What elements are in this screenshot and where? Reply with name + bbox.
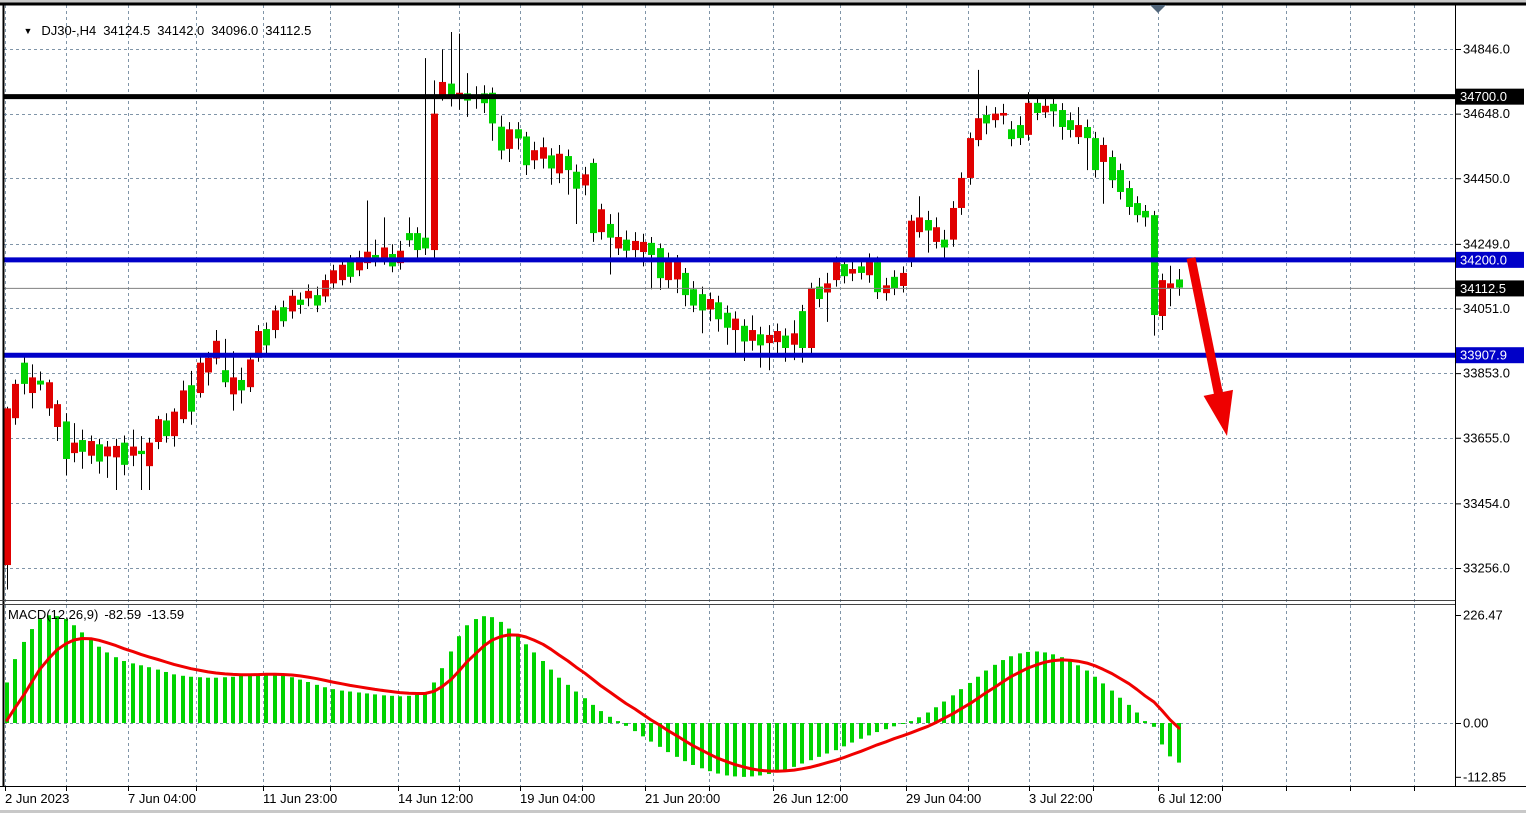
price-label-box — [1456, 88, 1524, 105]
quote-high: 34142.0 — [157, 23, 205, 38]
price-axis-labels: 34846.0 34648.0 34450.0 34249.0 34051.0 33853… — [1455, 42, 1524, 575]
price-tick-label: 33256.0 — [1463, 560, 1510, 575]
price-tick-label: 34648.0 — [1463, 106, 1510, 121]
price-tick-label: 34249.0 — [1463, 236, 1510, 251]
price-label-box — [1456, 280, 1524, 297]
price-label-box-text: 34200.0 — [1460, 252, 1507, 267]
macd-tick-label: -112.85 — [1463, 769, 1506, 784]
macd-name: MACD(12,26,9) — [8, 607, 99, 622]
time-tick-label: 29 Jun 04:00 — [906, 791, 981, 806]
macd-axis-labels: 226.47 0.00 -112.85 — [1455, 608, 1506, 784]
time-tick-label: 6 Jul 12:00 — [1158, 791, 1222, 806]
symbol-dropdown-triangle-icon: ▼ — [23, 26, 33, 36]
macd-signal-line — [5, 633, 1181, 773]
price-tick-label: 33853.0 — [1463, 366, 1510, 381]
time-tick-label: 26 Jun 12:00 — [773, 791, 848, 806]
price-tick-label: 34051.0 — [1463, 301, 1510, 316]
quote-low: 34096.0 — [211, 23, 259, 38]
time-tick-label: 21 Jun 20:00 — [645, 791, 720, 806]
price-label-box — [1456, 251, 1524, 268]
price-label-box-text: 33907.9 — [1460, 348, 1507, 363]
macd-tick-label: 226.47 — [1463, 608, 1503, 623]
price-label-box-text: 34700.0 — [1460, 89, 1507, 104]
last-bar-marker-icon — [1150, 5, 1166, 13]
window-bottom-edge — [0, 810, 1526, 813]
time-tick-label: 7 Jun 04:00 — [128, 791, 196, 806]
price-tick-label: 34846.0 — [1463, 42, 1510, 57]
time-tick-label: 19 Jun 04:00 — [520, 791, 595, 806]
window-top-edge — [0, 0, 1526, 3]
quote-open: 34124.5 — [103, 23, 151, 38]
time-tick-label: 14 Jun 12:00 — [398, 791, 473, 806]
symbol-info-bar: ▼ DJ30-,H4 34124.5 34142.0 34096.0 34112.5 — [9, 8, 311, 53]
price-tick-label: 33655.0 — [1463, 430, 1510, 445]
macd-signal-value: -13.59 — [147, 607, 185, 622]
macd-indicator-label: MACD(12,26,9) -82.59 -13.59 — [8, 607, 190, 622]
price-label-box — [1456, 347, 1524, 364]
time-axis-labels: 2 Jun 2023 7 Jun 04:00 11 Jun 23:00 14 Jun … — [5, 786, 1415, 806]
time-tick-label: 3 Jul 22:00 — [1029, 791, 1093, 806]
price-label-box-text: 34112.5 — [1460, 281, 1506, 296]
quote-close: 34112.5 — [265, 23, 312, 38]
down-trend-arrow[interactable] — [1186, 257, 1233, 436]
time-tick-label: 2 Jun 2023 — [5, 791, 69, 806]
macd-tick-label: 0.00 — [1463, 716, 1488, 731]
macd-histogram — [5, 615, 1181, 777]
time-tick-label: 11 Jun 23:00 — [263, 791, 337, 806]
macd-value: -82.59 — [104, 607, 142, 622]
symbol-timeframe-label: DJ30-,H4 — [41, 23, 97, 38]
price-tick-label: 34450.0 — [1463, 171, 1510, 186]
price-tick-label: 33454.0 — [1463, 496, 1510, 511]
candlesticks — [4, 32, 1183, 590]
